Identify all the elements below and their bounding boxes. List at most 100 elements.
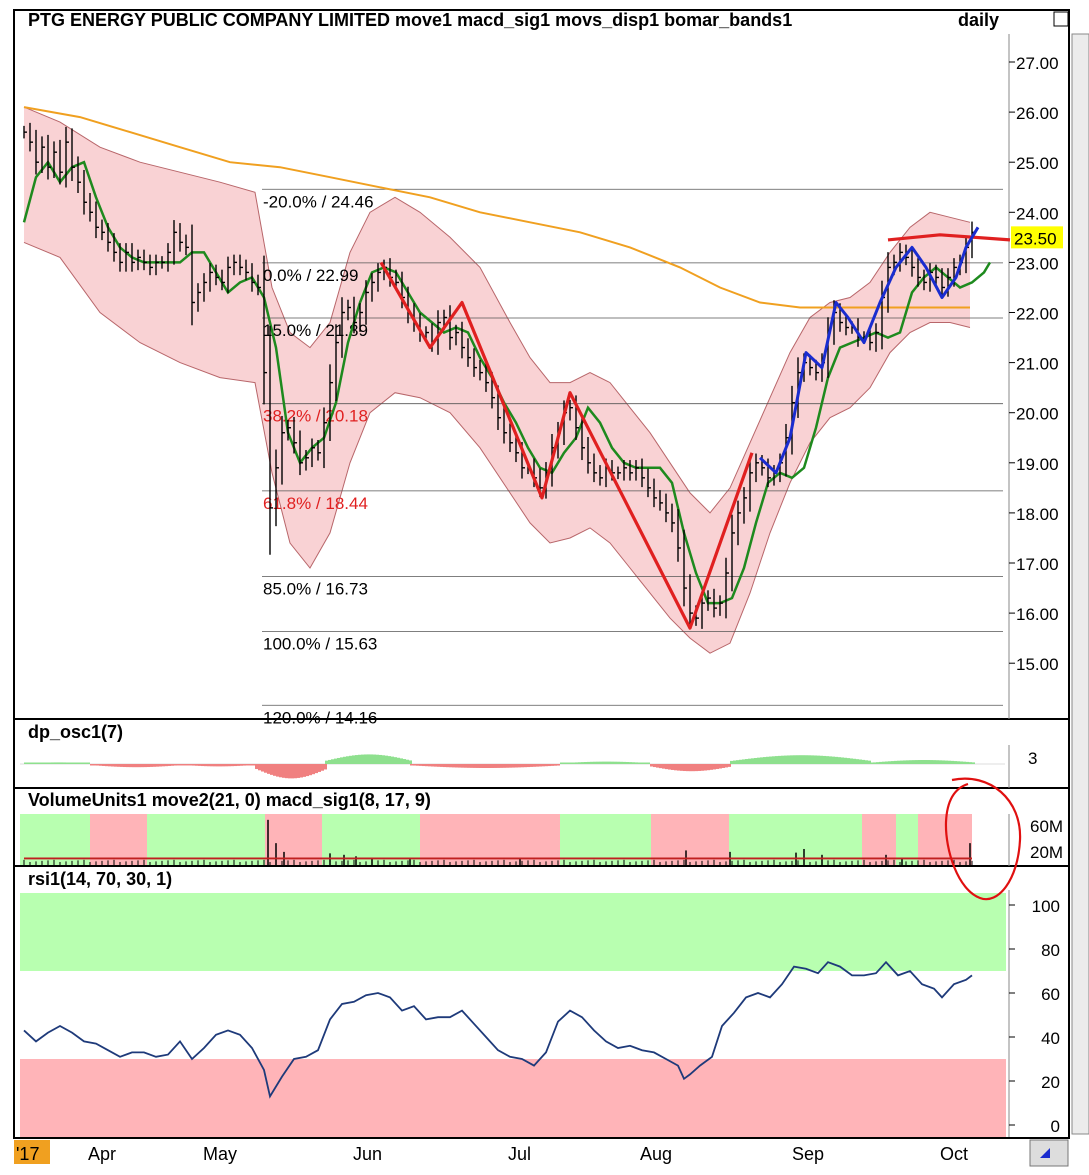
osc-bar [873, 762, 876, 764]
osc-bar [868, 760, 871, 764]
osc-bar [449, 764, 452, 768]
osc-bar [725, 764, 728, 768]
volume-title: VolumeUnits1 move2(21, 0) macd_sig1(8, 1… [28, 790, 431, 811]
osc-bar [500, 764, 503, 768]
osc-bar [551, 764, 554, 766]
osc-bar [823, 755, 826, 764]
osc-bar [60, 762, 63, 764]
osc-bar [924, 760, 927, 764]
osc-bar [742, 759, 745, 764]
osc-bar [829, 756, 832, 764]
osc-bar [951, 760, 954, 764]
osc-bar [261, 764, 264, 772]
fib-label: -20.0% / 24.46 [263, 192, 374, 211]
osc-bar [150, 764, 153, 767]
rsi-pane: 100 80 60 40 20 0 [20, 893, 1060, 1137]
rsi-tick-label: 60 [1041, 985, 1060, 1004]
vertical-scrollbar[interactable] [1071, 33, 1089, 1135]
time-tick-label: May [203, 1144, 237, 1164]
osc-bar [99, 764, 102, 766]
osc-bar [237, 764, 240, 766]
osc-bar [608, 761, 611, 764]
osc-bar [198, 764, 201, 766]
rsi-tick-label: 20 [1041, 1073, 1060, 1092]
osc-bar [590, 761, 593, 764]
osc-bar [72, 762, 75, 764]
osc-bar [349, 755, 352, 764]
red-wave-line [379, 261, 754, 630]
osc-bar [701, 764, 704, 771]
osc-bar [117, 764, 120, 767]
osc-bar [850, 758, 853, 764]
osc-bar [267, 764, 270, 774]
osc-bar [276, 764, 279, 777]
osc-bar [90, 764, 93, 766]
volume-tick-label: 20M [1030, 843, 1063, 862]
osc-bar [210, 764, 213, 767]
osc-bar [728, 764, 731, 767]
osc-bar [506, 764, 509, 768]
osc-bar [653, 764, 656, 768]
nav-button[interactable] [1029, 1139, 1069, 1167]
osc-bar [698, 764, 701, 771]
osc-bar [617, 761, 620, 764]
nav-arrow-icon[interactable] [1040, 1148, 1050, 1158]
osc-bar [596, 761, 599, 764]
price-tick-label: 24.00 [1016, 204, 1059, 223]
osc-bar [799, 755, 802, 764]
chart-title-text: PTG ENERGY PUBLIC COMPANY LIMITED move1 … [28, 10, 793, 30]
close-box[interactable] [1053, 11, 1069, 27]
volume-zone [651, 814, 729, 865]
osc-bar [147, 764, 150, 768]
osc-bar [337, 757, 340, 764]
osc-bar [527, 764, 530, 768]
osc-bar [969, 762, 972, 764]
osc-bar [662, 764, 665, 769]
osc-bar [808, 755, 811, 764]
osc-bar [835, 756, 838, 764]
osc-bar [859, 759, 862, 764]
osc-bar [355, 755, 358, 764]
osc-bar [428, 764, 431, 767]
osc-bar [213, 764, 216, 767]
price-bars-layer [23, 122, 975, 629]
osc-bar [870, 762, 873, 764]
osc-bar [54, 762, 57, 764]
osc-bar [599, 761, 602, 764]
osc-bar [814, 755, 817, 764]
volume-zone [90, 814, 147, 865]
osc-bar [171, 764, 174, 766]
osc-bar [542, 764, 545, 767]
osc-bar [48, 762, 51, 764]
osc-bar [352, 755, 355, 764]
rsi-overbought-zone [20, 893, 1006, 971]
osc-title-text: dp_osc1(7) [28, 722, 124, 742]
osc-bar [413, 764, 416, 766]
osc-title: dp_osc1(7) [28, 722, 123, 743]
osc-bar [485, 764, 488, 768]
osc-bar [891, 761, 894, 764]
chart-title: PTG ENERGY PUBLIC COMPANY LIMITED move1 … [28, 10, 792, 31]
osc-bar [264, 764, 267, 773]
osc-bar [452, 764, 455, 768]
volume-zone [322, 814, 420, 865]
red-wave-line [887, 233, 1011, 242]
osc-bar [572, 762, 575, 764]
osc-bar [635, 762, 638, 764]
time-tick-label: Aug [640, 1144, 672, 1164]
osc-bar [222, 764, 225, 767]
osc-bar [234, 764, 237, 767]
osc-bar [554, 764, 557, 766]
osc-bar [177, 764, 180, 766]
osc-bar [512, 764, 515, 768]
osc-bar [443, 764, 446, 768]
osc-bar [78, 762, 81, 764]
price-tick-label: 15.00 [1016, 655, 1059, 674]
wave-lines-layer [379, 226, 1011, 630]
osc-bar [671, 764, 674, 770]
osc-bar [334, 758, 337, 764]
osc-bar [778, 755, 781, 764]
osc-bar [192, 764, 195, 766]
moving-average-layer [22, 106, 992, 605]
